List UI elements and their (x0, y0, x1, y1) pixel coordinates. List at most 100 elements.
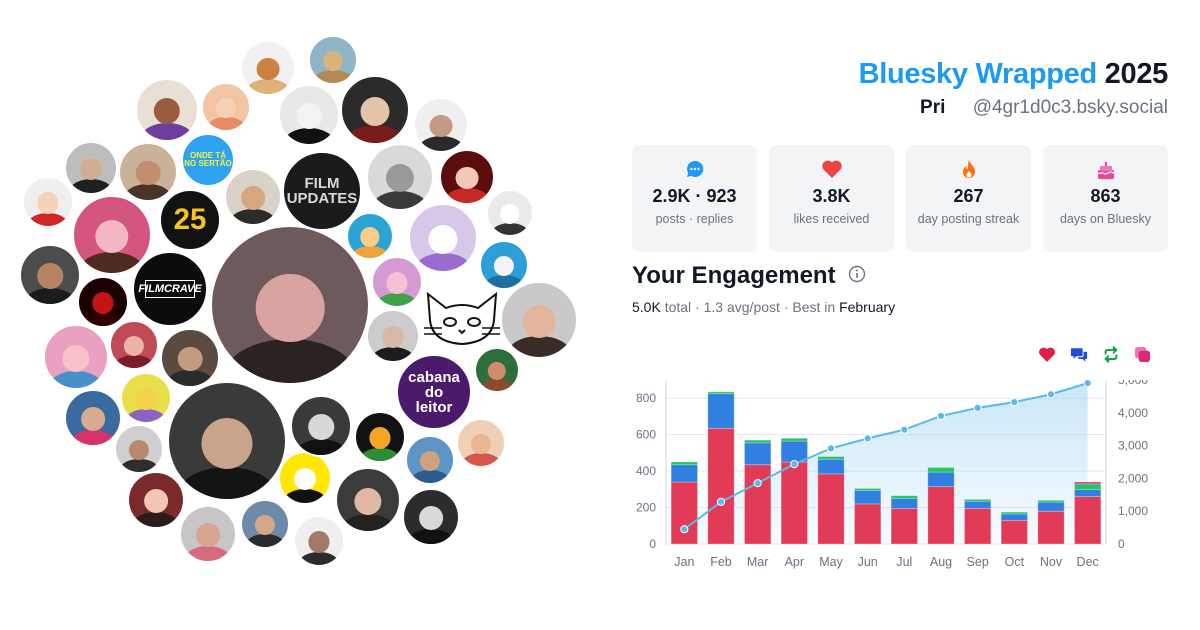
bar-segment-likes (890, 508, 918, 545)
avatar[interactable] (346, 212, 394, 260)
avatar[interactable] (179, 505, 237, 563)
avatar[interactable] (118, 142, 178, 202)
engagement-best-prefix: Best in (792, 299, 836, 315)
avatar[interactable] (474, 347, 520, 393)
avatar-body (371, 347, 415, 361)
avatar-face (308, 531, 330, 553)
info-icon[interactable] (848, 262, 866, 290)
avatar-body (478, 379, 516, 391)
avatar[interactable] (240, 40, 296, 96)
avatar[interactable]: 25 (159, 189, 221, 251)
avatar[interactable] (43, 324, 109, 390)
heart-icon[interactable] (1038, 346, 1056, 368)
avatar[interactable] (479, 240, 529, 290)
cumulative-point (936, 411, 946, 421)
avatar-body (341, 513, 395, 531)
avatar-face (360, 227, 380, 247)
avatar-face (429, 114, 453, 138)
avatar[interactable]: ONDE TÁ NO SERTÃO (181, 133, 235, 187)
y-left-tick-label: 400 (636, 464, 656, 478)
avatar[interactable]: FILM UPDATES (282, 151, 362, 231)
avatar[interactable] (64, 141, 118, 195)
reply-bubbles-icon[interactable] (1070, 346, 1088, 368)
stat-value: 863 (1090, 186, 1121, 206)
avatar[interactable] (340, 75, 410, 145)
avatar-badge-text: ONDE TÁ NO SERTÃO (184, 151, 232, 168)
engagement-summary: 5.0K total · 1.3 avg/post · Best in Febr… (632, 299, 895, 315)
avatar[interactable] (456, 418, 506, 468)
avatar[interactable] (408, 203, 478, 273)
avatar-face (153, 98, 181, 125)
stat-days: 863 days on Bluesky (1043, 145, 1168, 252)
avatar-face (92, 292, 114, 314)
avatar-badge-text: 25 (173, 203, 207, 237)
avatar[interactable] (278, 84, 340, 146)
avatar[interactable] (77, 276, 129, 328)
avatar-body (418, 136, 464, 151)
avatar-body (359, 447, 401, 461)
avatar-face (215, 97, 237, 119)
bar-segment-likes (670, 481, 698, 545)
avatar[interactable] (500, 281, 578, 359)
cumulative-point (1010, 398, 1019, 407)
avatar[interactable] (439, 149, 495, 205)
avatar-face (135, 160, 161, 186)
cumulative-point (790, 460, 799, 469)
avatar-body (491, 222, 529, 235)
avatar[interactable]: FILMCRAVE (132, 251, 208, 327)
avatar[interactable] (290, 395, 352, 457)
user-handle[interactable]: @4gr1d0c3.bsky.social (972, 97, 1168, 118)
title-year: 2025 (1104, 58, 1169, 90)
y-left-tick-label: 0 (649, 537, 656, 551)
bar-segment-replies (890, 498, 918, 509)
avatar[interactable] (240, 499, 290, 549)
avatar[interactable] (354, 411, 406, 463)
avatar[interactable] (120, 372, 172, 424)
avatar-body (229, 208, 277, 224)
stat-value: 2.9K · 923 (652, 186, 737, 206)
avatar[interactable] (109, 320, 159, 370)
avatar[interactable] (308, 35, 358, 85)
repost-icon[interactable] (1102, 346, 1120, 368)
avatar[interactable] (278, 451, 332, 505)
avatar[interactable] (402, 488, 460, 546)
avatar[interactable] (64, 389, 122, 447)
chart-legend (1038, 346, 1151, 368)
avatar[interactable] (366, 143, 434, 211)
display-name: Pri (920, 97, 946, 118)
x-tick-label: Apr (785, 555, 804, 569)
avatar[interactable] (371, 256, 423, 308)
avatar[interactable] (413, 97, 469, 153)
avatar[interactable] (486, 189, 534, 237)
avatar[interactable] (293, 515, 345, 567)
stat-label: likes received (793, 212, 870, 226)
avatar[interactable] (405, 435, 455, 485)
avatar[interactable] (224, 168, 282, 226)
avatar[interactable] (114, 424, 164, 474)
quote-icon[interactable] (1134, 346, 1151, 368)
x-tick-label: May (819, 555, 843, 569)
x-tick-label: Dec (1077, 555, 1099, 569)
bar-segment-likes (1037, 510, 1065, 545)
avatar-face (135, 388, 157, 410)
avatar[interactable] (335, 467, 401, 533)
avatar[interactable] (19, 244, 81, 306)
stat-value: 267 (953, 186, 984, 206)
avatar[interactable] (210, 225, 370, 385)
avatar[interactable] (201, 82, 251, 132)
title-brand: Bluesky Wrapped (858, 58, 1098, 90)
avatar-badge-text: FILMCRAVE (138, 280, 202, 298)
avatar[interactable]: cabana do leitor (396, 354, 472, 430)
avatar[interactable] (366, 309, 420, 363)
avatar[interactable] (160, 328, 220, 388)
avatar[interactable] (135, 78, 199, 142)
x-tick-label: Feb (710, 555, 732, 569)
avatar-body (114, 355, 154, 368)
avatar[interactable] (22, 176, 74, 228)
avatar[interactable] (72, 195, 152, 275)
avatar[interactable] (167, 381, 287, 501)
avatar[interactable] (127, 471, 185, 529)
avatar-body (283, 489, 327, 503)
avatar-body (245, 79, 291, 94)
user-identity: Pri @4gr1d0c3.bsky.social (859, 97, 1168, 119)
